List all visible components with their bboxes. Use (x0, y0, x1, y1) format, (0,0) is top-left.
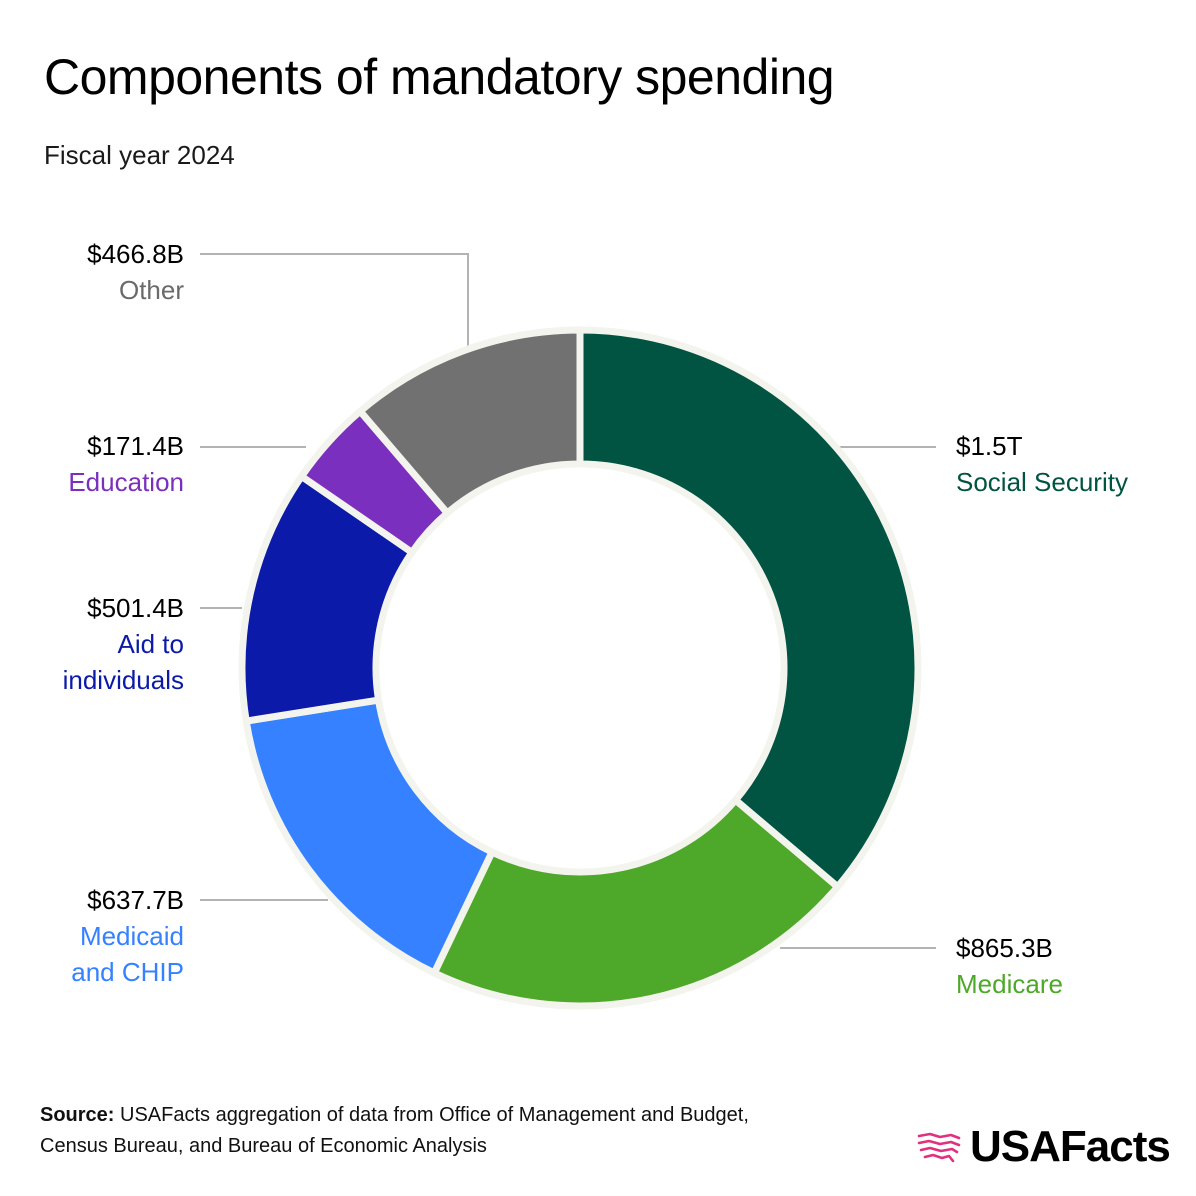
donut-slices (238, 326, 922, 1010)
usa-map-icon (917, 1132, 961, 1163)
leader-lines (200, 253, 936, 949)
slice-value-label: $171.4B (87, 431, 184, 461)
slice-category-label: Aid to individuals (62, 629, 184, 695)
slice-medicaid-and-chip (242, 696, 496, 977)
slice-value-label: $1.5T (956, 431, 1023, 461)
slice-label: $466.8B Other (87, 236, 184, 308)
slice-label: $865.3B Medicare (956, 930, 1063, 1002)
slice-label: $501.4B Aid to individuals (63, 590, 184, 698)
slice-value-label: $637.7B (87, 885, 184, 915)
chart-title: Components of mandatory spending (44, 49, 835, 105)
source-note: Source: USAFacts aggregation of data fro… (40, 1100, 800, 1162)
slice-category-label: Education (68, 467, 184, 497)
slice-value-label: $466.8B (87, 239, 184, 269)
slice-medicare (430, 796, 842, 1010)
logo-text: USAFacts (970, 1122, 1171, 1171)
slice-category-label: Medicaid and CHIP (71, 921, 184, 987)
slice-label: $171.4B Education (68, 428, 184, 500)
chart-subtitle: Fiscal year 2024 (44, 140, 235, 170)
slice-label: $637.7B Medicaid and CHIP (71, 882, 184, 990)
slice-category-label: Other (118, 275, 184, 305)
slice-social-security (576, 326, 922, 891)
source-text: USAFacts aggregation of data from Office… (40, 1104, 749, 1157)
slice-value-label: $501.4B (87, 593, 184, 623)
slice-value-label: $865.3B (956, 933, 1053, 963)
source-prefix: Source: (40, 1104, 115, 1126)
slice-label: $1.5T Social Security (956, 428, 1128, 500)
slice-category-label: Social Security (956, 467, 1128, 497)
leader-line (200, 253, 469, 346)
slice-other (356, 326, 584, 517)
slice-category-label: Medicare (956, 969, 1063, 999)
usafacts-logo: USAFacts (916, 1122, 1171, 1172)
